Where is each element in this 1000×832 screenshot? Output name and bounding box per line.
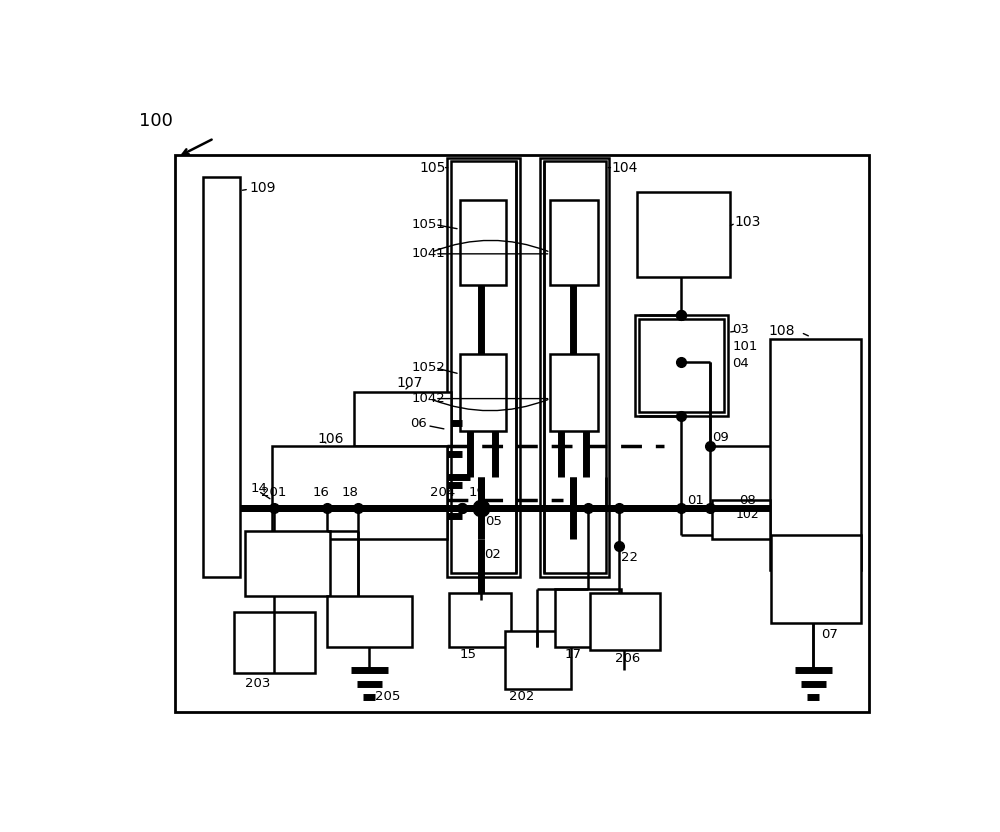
Text: 02: 02 <box>484 547 501 561</box>
Text: 102: 102 <box>736 508 759 521</box>
Text: 108: 108 <box>768 324 795 338</box>
Bar <box>326 597 412 646</box>
Text: 206: 206 <box>615 651 640 665</box>
Bar <box>550 200 598 285</box>
Text: 14: 14 <box>251 483 267 495</box>
Text: 204: 204 <box>430 486 456 499</box>
Text: 1042: 1042 <box>412 392 446 405</box>
Bar <box>450 161 516 573</box>
Bar <box>460 200 506 285</box>
Bar <box>590 592 660 651</box>
Bar <box>234 612 315 673</box>
Bar <box>175 156 869 712</box>
Text: 04: 04 <box>733 357 749 369</box>
Text: 17: 17 <box>564 648 581 661</box>
Text: 19: 19 <box>468 486 485 499</box>
Bar <box>245 531 330 597</box>
Text: 107: 107 <box>396 376 423 390</box>
Text: 01: 01 <box>687 493 704 507</box>
Text: 202: 202 <box>509 690 534 703</box>
Text: 1052: 1052 <box>412 361 446 374</box>
Text: 106: 106 <box>317 432 344 446</box>
Bar <box>460 354 506 431</box>
Bar <box>771 535 861 623</box>
Text: 1051: 1051 <box>412 218 446 231</box>
Text: 07: 07 <box>821 628 838 641</box>
Text: 18: 18 <box>342 486 359 499</box>
Bar <box>635 315 728 415</box>
Text: 203: 203 <box>245 677 270 690</box>
Bar <box>449 592 511 646</box>
Bar <box>637 192 730 277</box>
Text: 05: 05 <box>485 515 502 528</box>
Bar <box>639 319 724 412</box>
Text: 103: 103 <box>734 215 761 229</box>
Bar <box>712 500 770 539</box>
Bar <box>544 161 606 573</box>
Bar <box>540 157 609 577</box>
Text: 06: 06 <box>410 417 427 430</box>
Bar <box>202 177 240 577</box>
Text: 08: 08 <box>739 493 756 507</box>
Text: 105: 105 <box>420 161 446 175</box>
Text: 100: 100 <box>139 112 173 131</box>
Text: 205: 205 <box>375 690 401 703</box>
Text: 101: 101 <box>733 339 758 353</box>
Bar <box>272 446 447 539</box>
Text: 1041: 1041 <box>412 247 446 260</box>
Text: 109: 109 <box>249 181 276 196</box>
Text: 22: 22 <box>621 552 638 564</box>
Text: 03: 03 <box>733 323 749 336</box>
Bar <box>550 354 598 431</box>
Text: 201: 201 <box>261 486 286 499</box>
Text: 104: 104 <box>612 161 638 175</box>
Bar <box>555 589 621 646</box>
Text: 09: 09 <box>712 431 729 443</box>
Text: 15: 15 <box>460 648 477 661</box>
Bar <box>354 393 450 446</box>
Text: 16: 16 <box>313 486 329 499</box>
Bar <box>505 631 571 689</box>
Bar <box>447 157 520 577</box>
Bar <box>770 339 861 570</box>
